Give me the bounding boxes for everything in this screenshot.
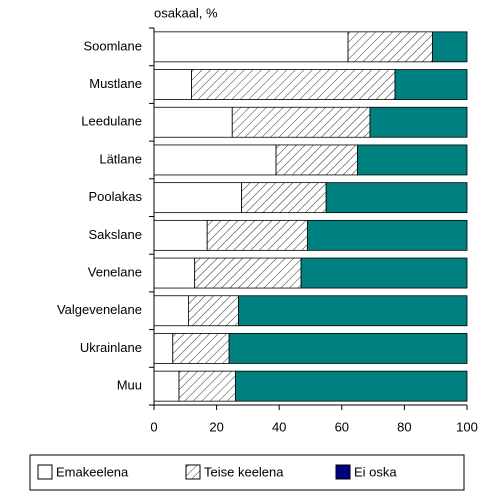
y-tick-label: Leedulane (81, 114, 142, 129)
bar-segment (191, 69, 396, 100)
legend-label: Ei oska (354, 464, 397, 479)
legend-swatch (37, 464, 53, 480)
legend-swatch (335, 464, 351, 480)
x-tick-label: 0 (150, 419, 157, 434)
y-tick-label: Sakslane (89, 227, 142, 242)
bar-segment (194, 257, 302, 289)
bar-segment (153, 257, 196, 289)
y-tick-label: Lätlane (99, 151, 142, 166)
bar-segment (306, 219, 468, 251)
bar-segment (357, 144, 468, 176)
y-tick-label: Muu (117, 378, 142, 393)
bar-segment (394, 69, 468, 100)
bar-segment (153, 295, 189, 327)
legend-swatch (185, 464, 201, 480)
y-tick-label: Soomlane (83, 38, 142, 53)
bar-segment (234, 370, 468, 402)
bar-segment (153, 370, 180, 402)
bar-segment (178, 370, 236, 402)
x-tick-label: 100 (456, 419, 478, 434)
axis-title: osakaal, % (154, 5, 218, 20)
legend-label: Teise keelena (204, 464, 284, 479)
bar-segment (153, 31, 349, 63)
bar-segment (369, 106, 468, 138)
bar-segment (172, 333, 230, 364)
legend: Emakeelena Teise keelena Ei oska (29, 454, 465, 491)
bar-segment (432, 31, 468, 63)
bar-segment (300, 257, 468, 289)
bar-segment (188, 295, 239, 327)
bar-segment (153, 219, 208, 251)
bar-segment (153, 144, 277, 176)
bar-segment (347, 31, 433, 63)
bar-segment (206, 219, 308, 251)
bar-segment (153, 182, 243, 214)
y-tick-label: Mustlane (89, 76, 142, 91)
x-tick-label: 40 (272, 419, 286, 434)
x-tick-label: 80 (397, 419, 411, 434)
legend-label: Emakeelena (56, 464, 129, 479)
y-tick-label: Poolakas (89, 189, 143, 204)
bar-segment (231, 106, 371, 138)
legend-box (29, 454, 465, 491)
y-tick-label: Ukrainlane (80, 340, 142, 355)
x-tick-label: 60 (335, 419, 349, 434)
bar-segment (275, 144, 358, 176)
bar-segment (228, 333, 468, 364)
bar-segment (238, 295, 468, 327)
bar-segment (153, 69, 192, 100)
x-tick-label: 20 (209, 419, 223, 434)
y-tick-label: Valgevenelane (57, 302, 142, 317)
bar-segment (153, 106, 233, 138)
bar-segment (153, 333, 174, 364)
y-tick-label: Venelane (88, 264, 142, 279)
bar-segment (241, 182, 327, 214)
bar-segment (325, 182, 468, 214)
